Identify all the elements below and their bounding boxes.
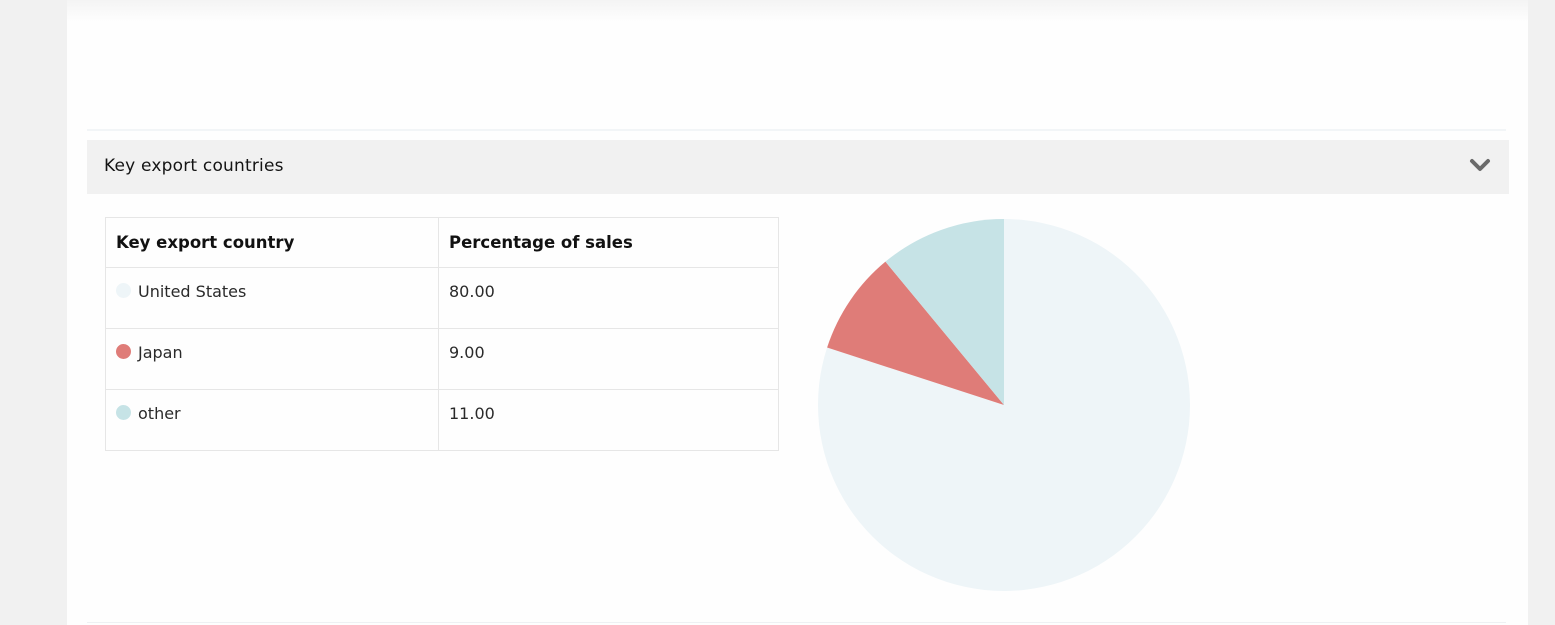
country-cell: Japan [105, 328, 439, 390]
column-header-percentage: Percentage of sales [438, 217, 779, 268]
percentage-cell: 80.00 [438, 267, 779, 329]
legend-swatch [116, 283, 131, 298]
table-row: other 11.00 [105, 389, 779, 451]
top-shadow [67, 0, 1528, 22]
column-header-country: Key export country [105, 217, 439, 268]
table-row: Japan 9.00 [105, 328, 779, 390]
divider [87, 129, 1506, 131]
country-name: other [138, 404, 181, 423]
country-name: Japan [138, 343, 183, 362]
country-name: United States [138, 282, 247, 301]
key-export-countries-header[interactable]: Key export countries [87, 140, 1509, 194]
section-title: Key export countries [104, 156, 284, 176]
chevron-down-icon[interactable] [1469, 154, 1491, 176]
table-row: United States 80.00 [105, 267, 779, 329]
pie-slice-japan [827, 261, 1004, 405]
content-panel: Key export countries Key export country … [67, 0, 1528, 625]
table-header-row: Key export country Percentage of sales [105, 217, 779, 268]
country-cell: United States [105, 267, 439, 329]
legend-swatch [116, 405, 131, 420]
divider [87, 622, 1506, 623]
country-cell: other [105, 389, 439, 451]
export-pie-chart [818, 219, 1190, 591]
percentage-cell: 9.00 [438, 328, 779, 390]
percentage-cell: 11.00 [438, 389, 779, 451]
export-countries-table: Key export country Percentage of sales U… [105, 217, 779, 451]
pie-slice-other [885, 219, 1004, 405]
legend-swatch [116, 344, 131, 359]
